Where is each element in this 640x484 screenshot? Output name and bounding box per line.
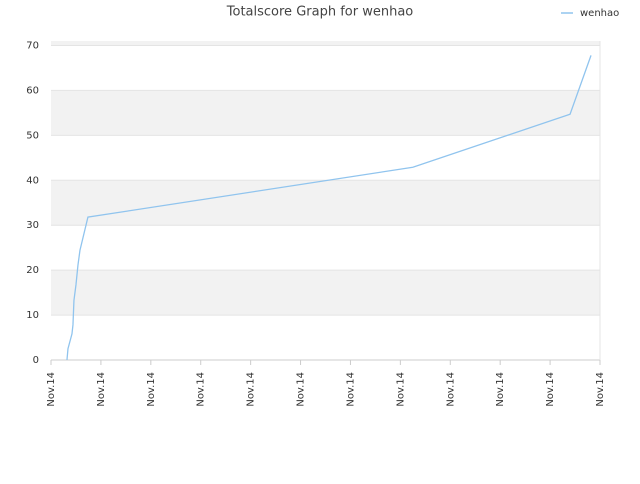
grid-band: [51, 41, 600, 46]
x-tick-label: Nov.14: [545, 372, 556, 407]
y-tick-label: 30: [26, 220, 39, 231]
x-tick-label: Nov.14: [395, 372, 406, 407]
y-tick-label: 10: [26, 310, 39, 321]
y-tick-label: 0: [33, 355, 39, 366]
y-tick-label: 60: [26, 85, 39, 96]
x-tick-label: Nov.14: [345, 372, 356, 407]
legend-label: wenhao: [580, 8, 619, 19]
x-tick-label: Nov.14: [595, 372, 606, 407]
y-tick-label: 70: [26, 40, 39, 51]
data-line: [66, 55, 592, 361]
x-tick-label: Nov.14: [296, 372, 307, 407]
x-tick-label: Nov.14: [495, 372, 506, 407]
x-tick-label: Nov.14: [96, 372, 107, 407]
chart-title: Totalscore Graph for wenhao: [226, 5, 414, 20]
y-tick-label: 20: [26, 265, 39, 276]
grid-band: [51, 270, 600, 316]
x-tick-label: Nov.14: [445, 372, 456, 407]
grid-band: [51, 180, 600, 226]
y-tick-label: 40: [26, 175, 39, 186]
x-tick-label: Nov.14: [246, 372, 257, 407]
x-tick-label: Nov.14: [46, 372, 57, 407]
x-tick-label: Nov.14: [196, 372, 207, 407]
y-tick-label: 50: [26, 130, 39, 141]
x-tick-label: Nov.14: [146, 372, 157, 407]
grid-band: [51, 90, 600, 136]
